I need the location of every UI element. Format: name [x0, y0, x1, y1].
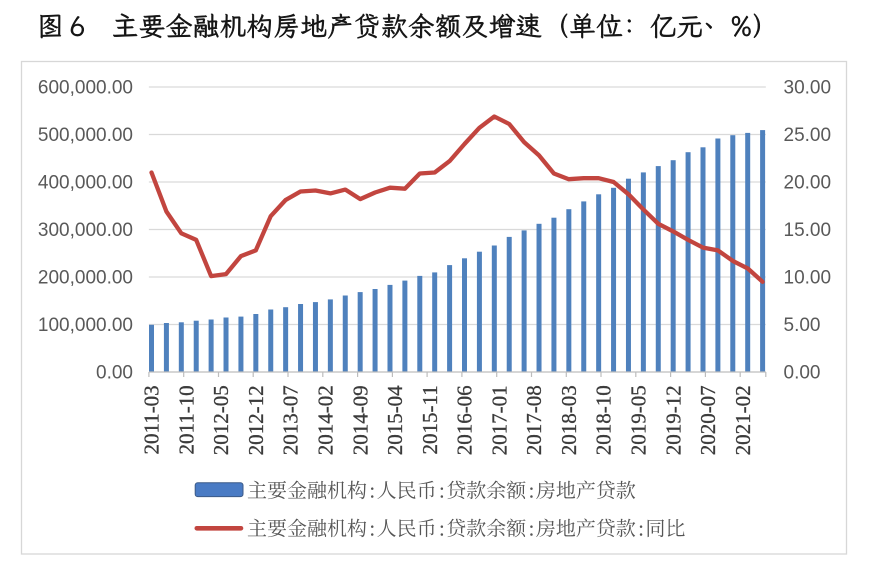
svg-text:2014-09: 2014-09 [348, 385, 372, 455]
svg-text:2011-03: 2011-03 [140, 385, 164, 454]
svg-text:100,000.00: 100,000.00 [38, 315, 133, 336]
svg-text:20.00: 20.00 [784, 173, 832, 194]
svg-text:2014-02: 2014-02 [314, 385, 338, 455]
svg-text:2019-12: 2019-12 [661, 385, 685, 455]
svg-text:0.00: 0.00 [784, 363, 821, 384]
svg-text:15.00: 15.00 [784, 220, 832, 241]
svg-text:2017-08: 2017-08 [522, 385, 546, 455]
svg-text:30.00: 30.00 [784, 78, 832, 99]
svg-text:10.00: 10.00 [784, 268, 832, 289]
svg-text:5.00: 5.00 [784, 315, 821, 336]
svg-text:400,000.00: 400,000.00 [38, 173, 133, 194]
svg-text:600,000.00: 600,000.00 [38, 78, 133, 99]
svg-text:2015-11: 2015-11 [418, 385, 442, 454]
svg-text:200,000.00: 200,000.00 [38, 268, 133, 289]
svg-text:300,000.00: 300,000.00 [38, 220, 133, 241]
svg-text:2017-01: 2017-01 [487, 385, 511, 455]
svg-text:2013-07: 2013-07 [279, 385, 303, 455]
svg-text:0.00: 0.00 [96, 363, 133, 384]
svg-text:2012-12: 2012-12 [244, 385, 268, 455]
svg-text:2015-04: 2015-04 [383, 385, 407, 455]
svg-text:2016-06: 2016-06 [453, 385, 477, 455]
svg-text:2018-03: 2018-03 [557, 385, 581, 455]
svg-text:2011-10: 2011-10 [174, 385, 198, 454]
svg-text:2019-05: 2019-05 [627, 385, 651, 455]
svg-text:25.00: 25.00 [784, 125, 832, 146]
svg-text:2018-10: 2018-10 [592, 385, 616, 455]
svg-text:500,000.00: 500,000.00 [38, 125, 133, 146]
svg-text:2020-07: 2020-07 [696, 385, 720, 455]
svg-text:2012-05: 2012-05 [209, 385, 233, 455]
svg-text:2021-02: 2021-02 [731, 385, 755, 455]
